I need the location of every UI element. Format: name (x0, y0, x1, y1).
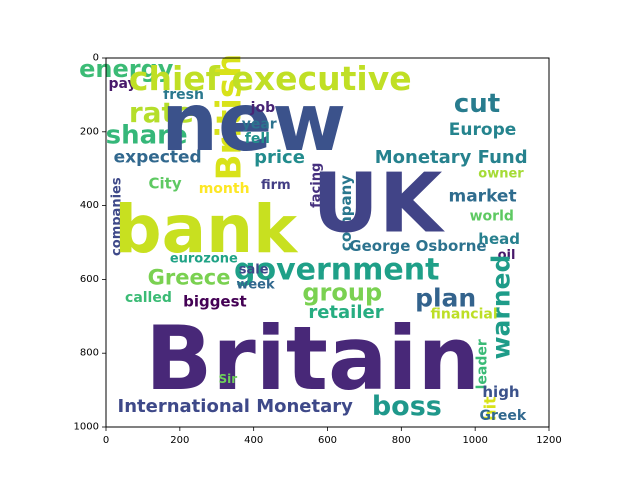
word-oil: oil (498, 248, 516, 263)
y-tick-label: 1000 (74, 422, 99, 433)
word-called: called (125, 290, 172, 306)
word-head: head (478, 230, 520, 248)
word-warned: warned (487, 255, 516, 360)
x-axis: 0 200 400 600 800 1000 1200 (103, 427, 562, 446)
x-tick-label: 0 (103, 435, 109, 446)
word-sale: sale (239, 263, 269, 278)
x-tick-label: 1000 (462, 435, 487, 446)
word-sir: Sir (218, 372, 237, 386)
word-high: high (482, 383, 519, 401)
word-price: price (254, 147, 305, 168)
word-eurozone: eurozone (170, 252, 238, 267)
y-tick-label: 800 (80, 348, 99, 359)
word-international-monetary: International Monetary (118, 396, 354, 417)
word-company: company (337, 175, 355, 251)
word-year: year (242, 116, 277, 132)
word-facing: facing (309, 163, 324, 208)
word-leader: leader (475, 339, 491, 389)
word-month: month (199, 181, 250, 197)
y-tick-label: 200 (80, 126, 99, 137)
word-energy: energy (79, 55, 174, 83)
word-rate: rate (129, 96, 194, 129)
word-group: group (302, 278, 382, 306)
y-tick-label: 400 (80, 200, 99, 211)
word-uk: UK (312, 156, 446, 251)
word-cut: cut (454, 89, 500, 119)
word-government: government (234, 253, 439, 288)
word-monetary-fund: Monetary Fund (375, 147, 528, 168)
word-boss: boss (372, 391, 442, 422)
word-week: week (236, 277, 275, 292)
word-fell: fell (245, 131, 270, 147)
word-bank: bank (114, 191, 299, 268)
x-tick-label: 200 (170, 435, 189, 446)
y-tick-label: 0 (93, 53, 99, 64)
word-financial: financial (431, 306, 498, 322)
word-fresh: fresh (163, 87, 204, 103)
word-firm: firm (261, 178, 291, 193)
word-share: share (106, 120, 188, 150)
word-greek: Greek (480, 408, 527, 424)
word-retailer: retailer (308, 302, 383, 323)
word-pay: pay (109, 76, 137, 92)
word-owner: owner (478, 167, 524, 182)
word-new: new (161, 76, 346, 169)
word-market: market (449, 186, 517, 206)
word-biggest: biggest (183, 293, 247, 311)
x-tick-label: 800 (392, 435, 411, 446)
word-hit: hit (480, 396, 499, 421)
y-axis: 0 200 400 600 800 1000 (74, 53, 106, 433)
word-british: British (210, 54, 250, 181)
word-europe: Europe (449, 120, 516, 140)
y-tick-label: 600 (80, 274, 99, 285)
x-tick-label: 1200 (536, 435, 561, 446)
word-george-osborne: George Osborne (349, 237, 486, 255)
word-greece: Greece (148, 266, 231, 290)
word-world: world (470, 209, 514, 225)
x-tick-label: 400 (244, 435, 263, 446)
x-tick-label: 600 (318, 435, 337, 446)
word-chief-executive: chief executive (129, 59, 412, 98)
word-job: job (250, 100, 275, 116)
word-plan: plan (415, 283, 476, 312)
word-britain: Britain (145, 307, 480, 410)
word-companies: companies (110, 177, 125, 256)
word-city: City (149, 174, 182, 192)
word-expected: expected (114, 148, 202, 168)
